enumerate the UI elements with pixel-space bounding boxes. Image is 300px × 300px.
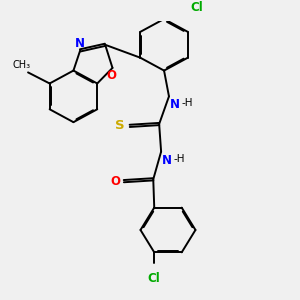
Text: CH₃: CH₃	[12, 60, 30, 70]
Text: N: N	[170, 98, 180, 111]
Text: -H: -H	[174, 154, 185, 164]
Text: O: O	[106, 69, 116, 82]
Text: N: N	[75, 38, 85, 50]
Text: S: S	[115, 119, 125, 132]
Text: Cl: Cl	[148, 272, 161, 285]
Text: Cl: Cl	[190, 1, 203, 13]
Text: N: N	[162, 154, 172, 166]
Text: O: O	[110, 175, 120, 188]
Text: -H: -H	[182, 98, 193, 108]
